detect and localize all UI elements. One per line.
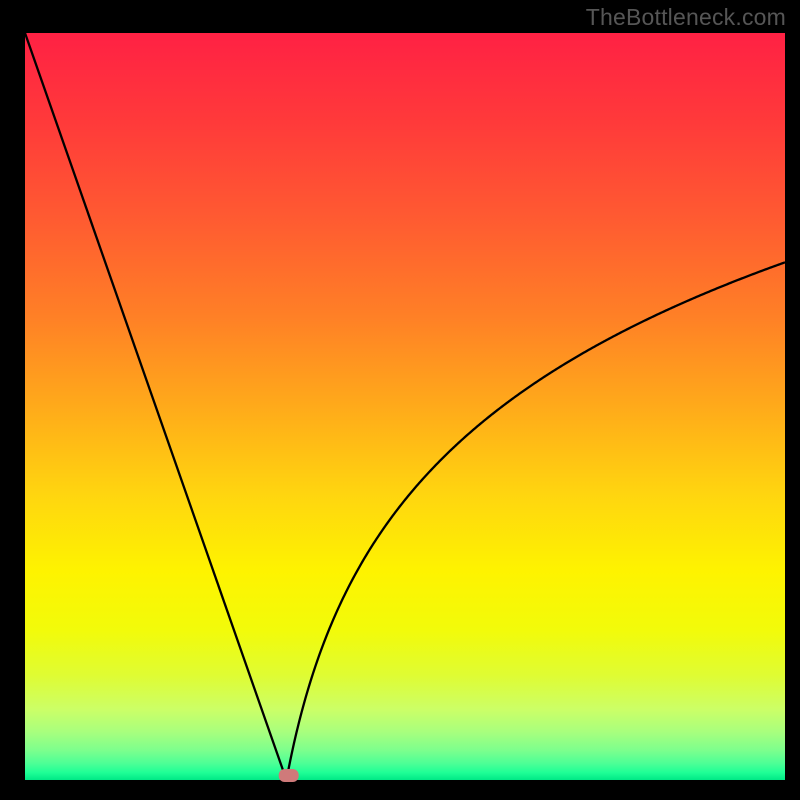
gradient-background: [25, 33, 785, 780]
chart-frame: TheBottleneck.com: [0, 0, 800, 800]
chart-svg: [0, 0, 800, 800]
sweet-spot-marker: [279, 769, 299, 782]
watermark-text: TheBottleneck.com: [586, 4, 786, 31]
